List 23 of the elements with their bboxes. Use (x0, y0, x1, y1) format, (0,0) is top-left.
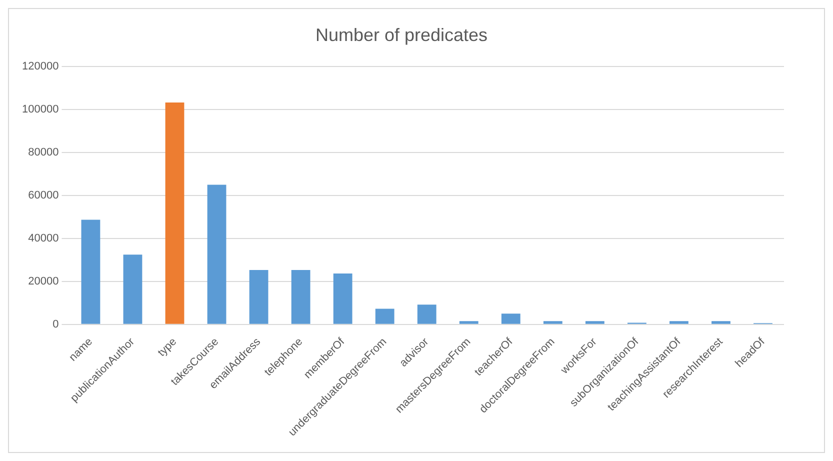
bar (207, 184, 226, 324)
bar (123, 254, 142, 324)
bar (291, 270, 310, 324)
y-tick-label: 60000 (28, 190, 59, 202)
bar (712, 321, 730, 324)
chart-title: Number of predicates (315, 24, 488, 45)
bar (249, 270, 268, 324)
bar (459, 321, 478, 324)
y-tick-label: 120000 (22, 60, 59, 73)
bar (670, 321, 688, 324)
y-tick-label: 100000 (22, 104, 59, 116)
bar (165, 102, 184, 324)
bar (333, 273, 352, 324)
bar (501, 314, 520, 324)
bar (81, 220, 100, 324)
y-tick-label: 80000 (28, 146, 59, 159)
y-tick-label: 40000 (28, 232, 59, 245)
bar (585, 321, 604, 324)
bar (375, 308, 394, 324)
bar (417, 304, 436, 324)
y-tick-label: 20000 (28, 275, 59, 288)
y-tick-label: 0 (52, 318, 59, 330)
bar (543, 321, 562, 324)
